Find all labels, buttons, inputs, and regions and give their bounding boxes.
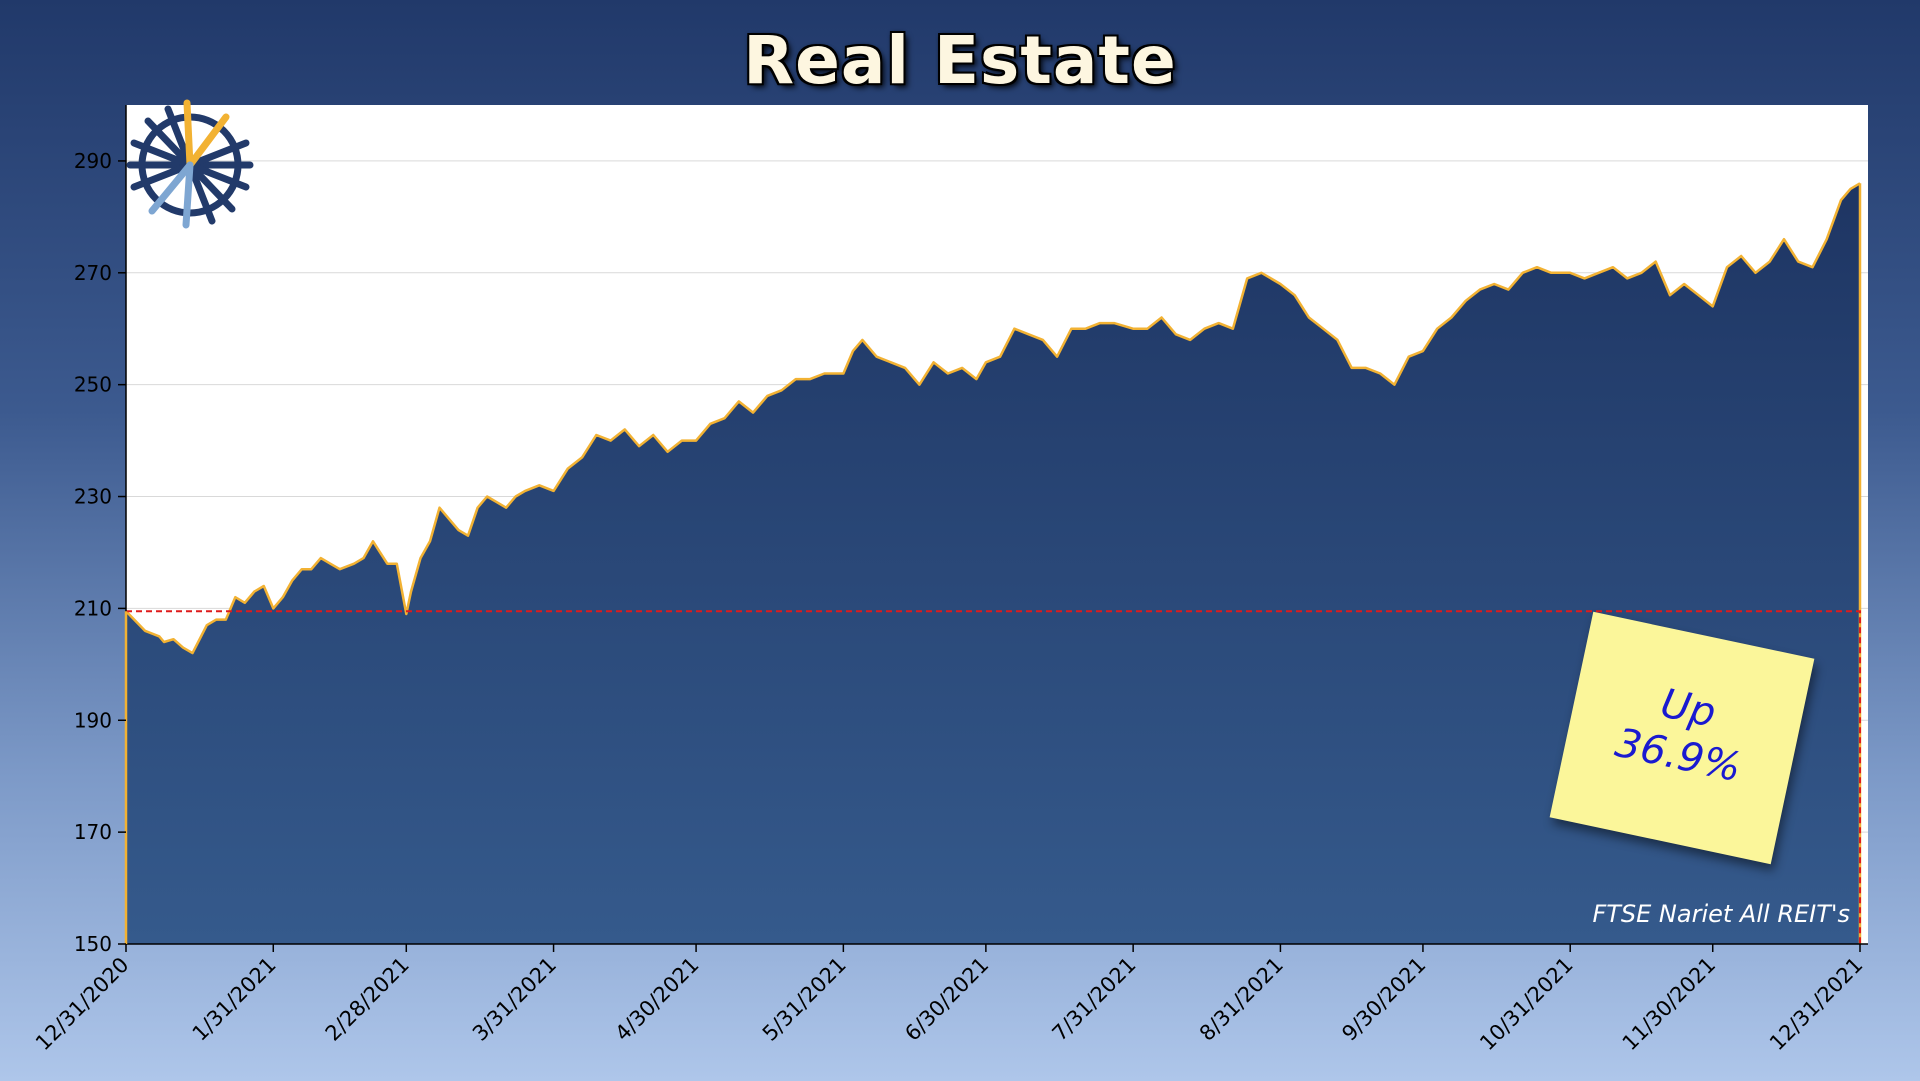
y-tick-label: 210	[74, 596, 112, 620]
x-tick-label: 12/31/2020	[31, 953, 134, 1056]
y-tick-label: 150	[74, 932, 112, 956]
y-tick-label: 230	[74, 485, 112, 509]
x-tick-label: 11/30/2021	[1618, 953, 1721, 1056]
y-tick-label: 190	[74, 708, 112, 732]
y-tick-label: 170	[74, 820, 112, 844]
axes	[124, 105, 1868, 945]
x-tick-label: 8/31/2021	[1195, 953, 1288, 1046]
x-tick-label: 9/30/2021	[1337, 953, 1430, 1046]
x-tick-label: 5/31/2021	[758, 953, 851, 1046]
x-tick-label: 3/31/2021	[468, 953, 561, 1046]
x-tick-label: 2/28/2021	[321, 953, 414, 1046]
y-tick-label: 290	[74, 149, 112, 173]
y-tick-label: 250	[74, 373, 112, 397]
x-tick-label: 7/31/2021	[1048, 953, 1141, 1046]
x-axis-ticks: 12/31/2020 1/31/2021 2/28/2021 3/31/2021 4/3…	[31, 944, 1868, 1055]
data-line	[125, 182, 1861, 655]
compass-wheel-logo-icon	[126, 99, 254, 229]
x-tick-label: 6/30/2021	[900, 953, 993, 1046]
y-axis-ticks: 150 170 190 210 230 250 270 290	[74, 149, 126, 956]
x-tick-label: 10/31/2021	[1475, 953, 1578, 1056]
x-tick-label: 1/31/2021	[188, 953, 281, 1046]
data-area	[126, 183, 1860, 945]
source-annotation: FTSE Nariet All REIT's	[1592, 900, 1850, 928]
x-tick-label: 12/31/2021	[1765, 953, 1868, 1056]
reference-line	[126, 610, 1861, 944]
y-tick-label: 270	[74, 261, 112, 285]
chart-title: Real Estate	[743, 22, 1177, 99]
x-tick-label: 4/30/2021	[611, 953, 704, 1046]
